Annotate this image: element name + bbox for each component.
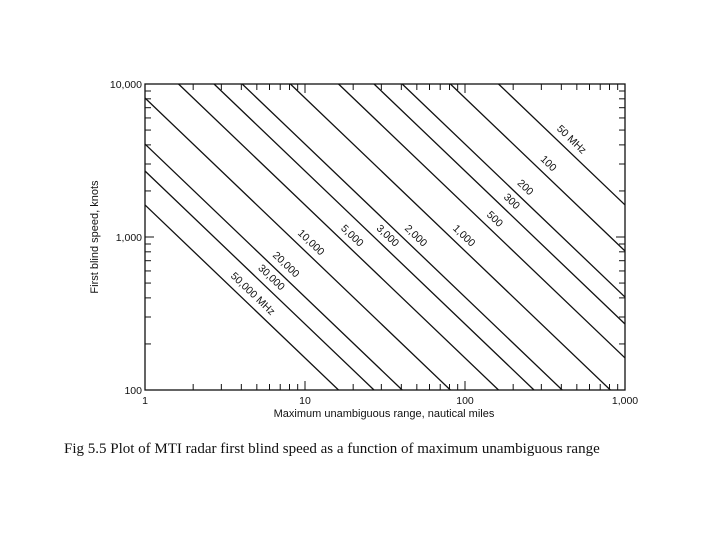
series-line [449, 83, 626, 252]
series-label: 2,000 [402, 223, 429, 250]
x-tick-label: 100 [456, 395, 474, 407]
series-line [289, 83, 611, 391]
y-tick-label: 1,000 [116, 232, 142, 244]
series-line [144, 97, 451, 391]
series-line [144, 170, 375, 391]
series-line [144, 204, 339, 391]
series-label: 1,000 [450, 223, 477, 250]
series-line [178, 83, 499, 391]
figure-caption: Fig 5.5 Plot of MTI radar first blind sp… [64, 441, 600, 457]
series-label: 50 MHz [554, 123, 588, 157]
y-tick-label: 100 [124, 385, 142, 397]
series-line [144, 143, 403, 391]
series-line [213, 83, 535, 391]
series-label: 10,000 [295, 227, 327, 258]
series-lines [144, 83, 626, 391]
series-label: 5,000 [338, 223, 365, 250]
x-tick-label: 1 [142, 395, 148, 407]
series-line [401, 83, 626, 298]
y-axis-label: First blind speed, knots [89, 180, 101, 294]
series-line [498, 83, 626, 206]
series-label: 3,000 [374, 223, 401, 250]
y-tick-label: 10,000 [110, 79, 142, 91]
series-line [241, 83, 563, 391]
series-line [338, 83, 626, 359]
x-tick-label: 10 [299, 395, 311, 407]
tick-labels: 1 10 100 1,000 100 1,000 10,000 [110, 79, 638, 407]
x-axis-label: Maximum unambiguous range, nautical mile… [274, 408, 495, 420]
series-labels: 50 MHz1002003005001,0002,0003,0005,00010… [228, 123, 588, 318]
tick-marks [144, 84, 625, 391]
series-line [373, 83, 626, 325]
x-tick-label: 1,000 [612, 395, 638, 407]
